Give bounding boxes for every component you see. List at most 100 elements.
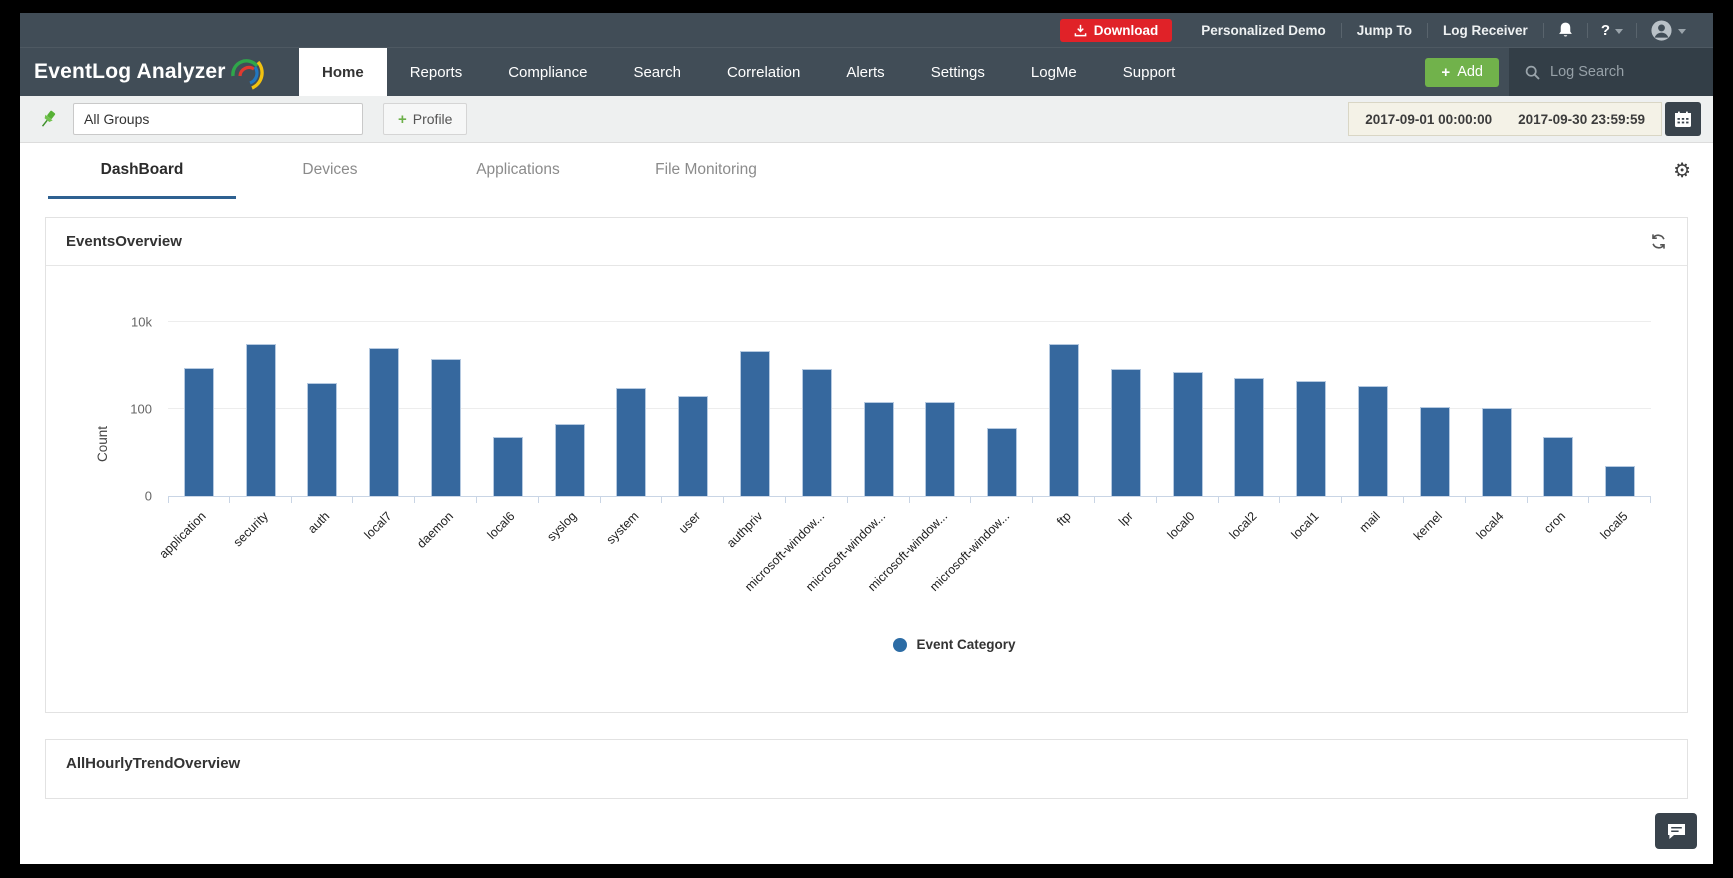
x-label-slot: local2 bbox=[1219, 497, 1281, 635]
bar-column bbox=[1095, 292, 1157, 503]
nav-item-alerts[interactable]: Alerts bbox=[846, 63, 885, 81]
divider bbox=[1636, 22, 1637, 38]
tab-applications[interactable]: Applications bbox=[476, 160, 560, 178]
bar-microsoft-window...[interactable] bbox=[925, 402, 956, 496]
y-tick-100: 100 bbox=[130, 401, 152, 417]
bar-daemon[interactable] bbox=[431, 359, 462, 496]
download-button[interactable]: Download bbox=[1059, 18, 1173, 42]
divider bbox=[1586, 22, 1588, 38]
bar-local2[interactable] bbox=[1234, 377, 1265, 496]
bar-application[interactable] bbox=[183, 367, 214, 496]
header-main-row: EventLog Analyzer Home Reports Compliance S… bbox=[20, 48, 1713, 96]
panel-title: AllHourlyTrendOverview bbox=[66, 755, 241, 772]
feedback-chat-button[interactable] bbox=[1655, 813, 1697, 849]
x-axis-label: local2 bbox=[1226, 509, 1260, 543]
x-label-slot: auth bbox=[292, 497, 354, 635]
bar-system[interactable] bbox=[616, 388, 647, 496]
refresh-icon[interactable] bbox=[1650, 233, 1667, 250]
calendar-button[interactable] bbox=[1665, 102, 1701, 136]
chevron-down-icon bbox=[1615, 28, 1623, 34]
bar-local5[interactable] bbox=[1605, 465, 1636, 496]
bar-lpr[interactable] bbox=[1110, 369, 1141, 496]
bar-mail[interactable] bbox=[1358, 385, 1389, 496]
profile-button[interactable]: + Profile bbox=[383, 103, 468, 135]
bar-microsoft-window...[interactable] bbox=[987, 427, 1018, 496]
bell-icon bbox=[1558, 22, 1572, 37]
topbar-link-log-receiver[interactable]: Log Receiver bbox=[1443, 22, 1528, 38]
app-logo[interactable]: EventLog Analyzer bbox=[20, 48, 299, 96]
calendar-icon bbox=[1675, 111, 1691, 127]
bar-user[interactable] bbox=[678, 395, 709, 496]
bar-column bbox=[1157, 292, 1219, 503]
main-nav: Home Reports Compliance Search Correlation Al… bbox=[299, 48, 1198, 96]
nav-item-correlation[interactable]: Correlation bbox=[726, 63, 801, 81]
help-menu-button[interactable]: ? bbox=[1588, 22, 1636, 39]
x-label-slot: daemon bbox=[414, 497, 477, 635]
nav-item-reports[interactable]: Reports bbox=[409, 63, 463, 81]
topbar-link-personalized-demo[interactable]: Personalized Demo bbox=[1201, 22, 1326, 38]
x-axis-label: auth bbox=[305, 509, 333, 537]
bar-column bbox=[477, 292, 539, 503]
bar-column bbox=[1033, 292, 1095, 503]
x-axis-label: local4 bbox=[1473, 509, 1507, 543]
bar-security[interactable] bbox=[245, 344, 276, 496]
x-label-slot: microsoft-window... bbox=[927, 497, 1033, 635]
x-label-slot: mail bbox=[1342, 497, 1404, 635]
x-axis-label: mail bbox=[1356, 509, 1383, 536]
x-axis-label: local0 bbox=[1164, 509, 1198, 543]
bar-authpriv[interactable] bbox=[740, 351, 771, 496]
account-menu-button[interactable] bbox=[1637, 19, 1699, 42]
group-filter-input[interactable]: All Groups bbox=[73, 103, 363, 135]
nav-item-logme[interactable]: LogMe bbox=[1030, 63, 1077, 81]
download-label: Download bbox=[1093, 22, 1159, 38]
topbar-link-jump-to[interactable]: Jump To bbox=[1356, 22, 1413, 38]
bar-column bbox=[662, 292, 724, 503]
x-label-slot: application bbox=[157, 497, 230, 635]
bar-kernel[interactable] bbox=[1419, 407, 1450, 496]
bar-local6[interactable] bbox=[492, 436, 523, 496]
bar-column bbox=[601, 292, 663, 503]
bar-local0[interactable] bbox=[1172, 372, 1203, 496]
x-label-slot: kernel bbox=[1404, 497, 1466, 635]
x-axis-label: local7 bbox=[361, 509, 395, 543]
chevron-down-icon bbox=[1678, 28, 1686, 34]
pin-icon[interactable] bbox=[36, 108, 59, 131]
bar-column bbox=[1342, 292, 1404, 503]
gear-icon[interactable]: ⚙ bbox=[1673, 160, 1691, 182]
bar-auth[interactable] bbox=[307, 382, 338, 496]
x-axis-label: security bbox=[230, 509, 271, 550]
app-window: Download Personalized Demo Jump To Log Rec… bbox=[20, 13, 1713, 864]
log-search-input[interactable]: Log Search bbox=[1509, 48, 1713, 96]
bar-cron[interactable] bbox=[1543, 436, 1574, 496]
bar-column bbox=[1589, 292, 1651, 503]
tab-dashboard[interactable]: DashBoard bbox=[48, 143, 236, 199]
notifications-button[interactable] bbox=[1544, 21, 1587, 39]
events-overview-panel: EventsOverview 10k 100 0 bbox=[45, 217, 1688, 713]
bar-local4[interactable] bbox=[1481, 408, 1512, 496]
bar-microsoft-window...[interactable] bbox=[863, 402, 894, 496]
bar-column bbox=[415, 292, 477, 503]
nav-item-search[interactable]: Search bbox=[633, 63, 681, 81]
add-button[interactable]: + Add bbox=[1425, 57, 1499, 87]
legend-label[interactable]: Event Category bbox=[916, 637, 1016, 652]
profile-button-label: Profile bbox=[412, 111, 453, 127]
nav-item-compliance[interactable]: Compliance bbox=[508, 63, 588, 81]
date-range-picker[interactable]: 2017-09-01 00:00:00 2017-09-30 23:59:59 bbox=[1348, 102, 1662, 136]
tab-file-monitoring[interactable]: File Monitoring bbox=[655, 160, 757, 178]
nav-item-settings[interactable]: Settings bbox=[930, 63, 985, 81]
nav-item-home[interactable]: Home bbox=[299, 48, 387, 96]
divider bbox=[1542, 22, 1544, 38]
bar-microsoft-window...[interactable] bbox=[801, 369, 832, 496]
add-button-label: Add bbox=[1457, 64, 1483, 80]
bar-syslog[interactable] bbox=[554, 424, 585, 496]
tab-devices[interactable]: Devices bbox=[302, 160, 358, 178]
tabs-spacer bbox=[800, 143, 1673, 199]
header-spacer bbox=[1198, 48, 1425, 96]
bar-local1[interactable] bbox=[1296, 381, 1327, 496]
bar-column bbox=[786, 292, 848, 503]
gridline-100 bbox=[168, 408, 1651, 409]
nav-item-support[interactable]: Support bbox=[1122, 63, 1176, 81]
bar-local7[interactable] bbox=[369, 348, 400, 496]
bar-column bbox=[292, 292, 354, 503]
bar-ftp[interactable] bbox=[1049, 344, 1080, 496]
